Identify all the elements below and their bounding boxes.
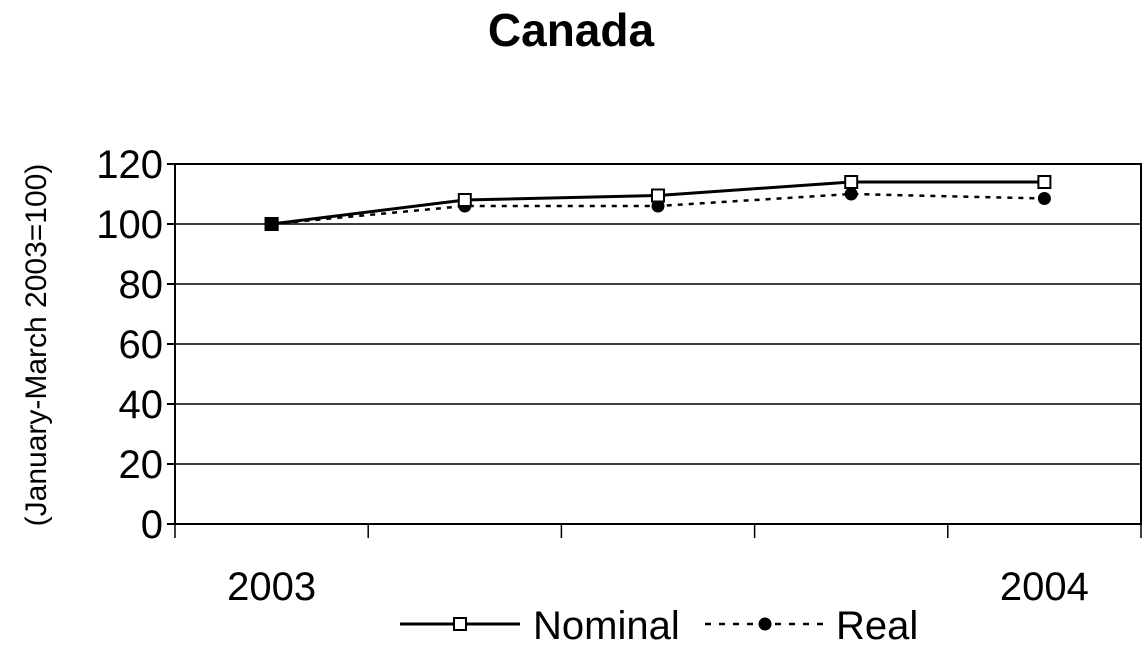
point-overlap-0 [264,217,279,231]
series-lines [264,175,1052,231]
point-nominal-1 [457,193,472,207]
y-tick-labels: 0 20 40 60 80 100 120 [96,143,175,547]
y-tick-label-0: 0 [141,503,163,547]
legend-marker-real [758,617,772,631]
y-tick-label-120: 120 [96,143,163,187]
legend-marker-nominal [453,617,467,631]
chart-title: Canada [488,4,655,56]
y-tick-label-20: 20 [119,443,164,487]
point-nominal-4 [1037,175,1052,189]
legend: Nominal Real [400,604,918,646]
legend-label-nominal: Nominal [533,604,680,646]
y-axis-label: (January-March 2003=100) [20,164,53,527]
y-tick-label-60: 60 [119,323,164,367]
x-tick-label-2003: 2003 [227,565,316,609]
point-real-4 [1037,192,1051,205]
y-tick-label-40: 40 [119,383,164,427]
legend-label-real: Real [836,604,918,646]
point-real-2 [651,199,665,213]
point-nominal-2 [651,188,665,203]
point-real-3 [844,187,858,201]
x-axis-ticks: 2003 2004 [174,524,1142,609]
y-tick-label-100: 100 [96,203,163,247]
x-tick-label-2004: 2004 [1000,565,1089,609]
y-tick-label-80: 80 [119,263,164,307]
point-nominal-3 [844,175,859,189]
